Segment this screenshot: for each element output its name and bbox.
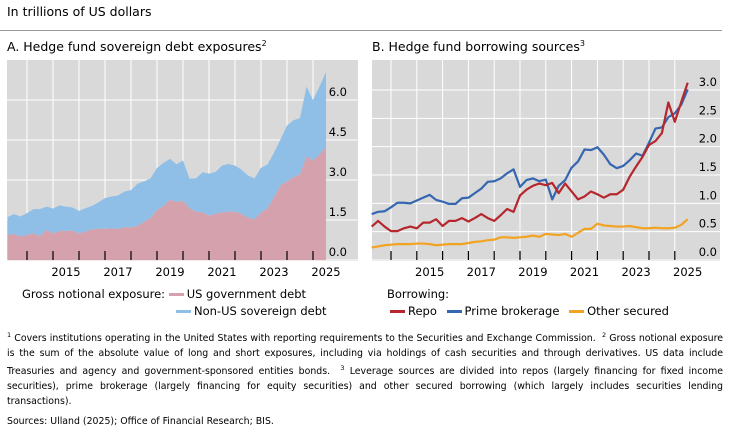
- x-tick-label: 2015: [415, 265, 444, 279]
- y-tick-label: 1.5: [329, 205, 347, 219]
- x-tick-label: 2023: [259, 265, 288, 279]
- x-tick-label: 2021: [207, 265, 236, 279]
- prime-brokerage-line: [371, 89, 689, 216]
- panel-b-footnote-mark: 3: [579, 39, 585, 48]
- legend-swatch: [390, 310, 405, 313]
- panel-a-legend: Gross notional exposure: US government d…: [22, 287, 306, 301]
- y-tick-label: 1.5: [699, 160, 717, 174]
- legend-a-title: Gross notional exposure:: [22, 287, 166, 301]
- panel-b-title-text: B. Hedge fund borrowing sources: [372, 39, 580, 55]
- footnote-1: Covers institutions operating in the Uni…: [14, 333, 596, 345]
- legend-label: Non-US sovereign debt: [194, 304, 327, 318]
- x-tick-label: 2025: [311, 265, 340, 279]
- x-tick-label: 2015: [51, 265, 80, 279]
- legend-item-other: Other secured: [569, 304, 669, 318]
- legend-label: US government debt: [186, 287, 307, 301]
- legend-swatch: [168, 293, 184, 296]
- footnote-mark: 3: [340, 364, 345, 373]
- legend-label: Repo: [408, 304, 437, 318]
- y-tick-label: 1.0: [699, 188, 717, 202]
- y-tick-label: 4.5: [329, 125, 347, 139]
- x-tick-label: 2017: [103, 265, 132, 279]
- sources: Sources: Ulland (2025); Office of Financ…: [7, 416, 274, 427]
- panel-a-title: A. Hedge fund sovereign debt exposures2: [7, 39, 267, 54]
- legend-item-non-us: Non-US sovereign debt: [176, 304, 327, 318]
- y-tick-label: 0.5: [699, 217, 717, 231]
- legend-label: Prime brokerage: [464, 304, 560, 318]
- x-tick-label: 2019: [155, 265, 184, 279]
- legend-label: Other secured: [587, 304, 669, 318]
- legend-item-prime: Prime brokerage: [446, 304, 560, 318]
- panel-b-legend: Repo Prime brokerage Other secured: [390, 304, 669, 318]
- y-tick-label: 2.0: [699, 132, 717, 146]
- legend-swatch: [446, 310, 462, 313]
- footnote-mark: 1: [7, 331, 12, 339]
- y-tick-label: 6.0: [329, 85, 347, 99]
- y-tick-label: 3.0: [699, 75, 717, 89]
- header-rule: [0, 30, 722, 31]
- legend-item-repo: Repo: [390, 304, 437, 318]
- legend-b-title: Borrowing:: [387, 287, 450, 301]
- legend-item-us-gov: US government debt: [168, 287, 307, 301]
- x-tick-label: 2025: [673, 265, 702, 279]
- footnote-mark: 2: [602, 331, 607, 339]
- footnote-2: Gross notional exposure is the sum of th…: [7, 333, 724, 378]
- y-tick-label: 3.0: [329, 165, 347, 179]
- legend-swatch: [176, 310, 191, 313]
- panel-a-footnote-mark: 2: [261, 39, 267, 48]
- repo-line: [370, 82, 689, 233]
- panel-a-title-text: A. Hedge fund sovereign debt exposures: [7, 39, 262, 55]
- non-us-sovereign-debt-area: [7, 72, 326, 237]
- x-tick-label: 2021: [570, 265, 599, 279]
- legend-swatch: [569, 310, 585, 313]
- y-tick-label: 0.0: [699, 245, 717, 259]
- other-secured-line: [371, 218, 689, 249]
- unit-label: In trillions of US dollars: [7, 4, 152, 19]
- x-tick-label: 2019: [518, 265, 547, 279]
- panel-a-chart: 0.0 1.5 3.0 4.5 6.0 2015 2017 2019 2021 2023 2025: [7, 60, 358, 279]
- panel-b-chart: 0.0 0.5 1.0 1.5 2.0 2.5 3.0 2015 2017 2019 2021 202…: [370, 60, 720, 279]
- footnote-3: Leverage sources are divided into repos …: [7, 366, 724, 408]
- panel-b-title: B. Hedge fund borrowing sources3: [372, 39, 585, 54]
- x-tick-label: 2017: [467, 265, 496, 279]
- us-government-debt-area: [7, 146, 326, 260]
- y-tick-label: 0.0: [329, 245, 347, 259]
- footnotes: 1 Covers institutions operating in the U…: [7, 328, 723, 409]
- y-tick-label: 2.5: [699, 103, 717, 117]
- x-tick-label: 2023: [621, 265, 650, 279]
